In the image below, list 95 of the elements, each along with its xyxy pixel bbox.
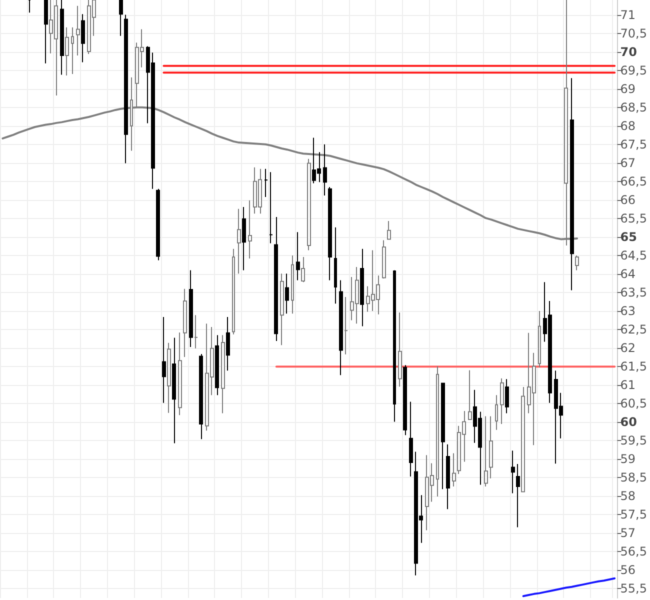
y-tick-label: 58,5 — [620, 470, 647, 485]
candlestick — [44, 0, 48, 64]
y-tick-label: 67 — [620, 156, 636, 170]
candlestick — [232, 248, 235, 335]
y-tick-label: 56,5 — [620, 544, 647, 559]
candlestick — [441, 382, 445, 490]
candlestick — [339, 280, 343, 376]
candlestick — [71, 26, 74, 75]
candlestick — [484, 416, 488, 488]
candlestick — [436, 366, 439, 498]
candlestick — [124, 14, 128, 164]
candlestick — [382, 240, 386, 279]
y-tick-label: 60 — [620, 415, 637, 430]
candlestick — [398, 312, 402, 388]
candlestick — [516, 463, 520, 528]
y-tick-label: 61,5 — [620, 360, 647, 374]
candlestick — [264, 168, 268, 198]
y-tick-label: 57 — [620, 526, 636, 540]
y-tick-label: 67,5 — [620, 137, 647, 152]
candlestick — [269, 172, 273, 244]
candlestick — [28, 0, 31, 14]
candlestick — [495, 394, 498, 430]
candlestick — [226, 316, 230, 372]
candlestick — [189, 270, 193, 348]
candlestick — [285, 273, 289, 314]
y-tick-label: 64,5 — [620, 248, 647, 262]
y-tick-label: 68 — [620, 118, 636, 133]
line-series — [522, 577, 616, 598]
candlestick — [178, 332, 182, 416]
candlestick — [65, 26, 69, 76]
candlestick — [360, 248, 364, 327]
candlestick — [119, 0, 123, 36]
candlestick — [446, 444, 450, 510]
y-tick-label: 62,5 — [620, 322, 647, 337]
y-tick-label: 69,5 — [620, 63, 647, 78]
candlestick — [280, 273, 284, 346]
y-tick-label: 60,5 — [620, 396, 647, 411]
candlestick — [538, 310, 541, 368]
candlestick — [409, 401, 413, 478]
candlestick — [76, 5, 80, 56]
candlestick — [387, 220, 391, 240]
y-tick-label: 70,5 — [620, 26, 647, 40]
candlestick — [575, 254, 579, 271]
candlestick — [307, 158, 311, 251]
candlestick — [500, 378, 504, 424]
candlestick — [344, 296, 348, 355]
candlestick — [248, 200, 252, 259]
candlestick — [301, 256, 305, 283]
candlestick — [328, 186, 332, 281]
candlestick — [60, 0, 64, 76]
candlestick — [242, 206, 246, 271]
y-tick-label: 55,5 — [620, 582, 647, 596]
y-tick-label: 69 — [620, 82, 636, 96]
candlestick — [403, 364, 407, 436]
y-tick-label: 58 — [620, 489, 636, 504]
y-tick-label: 71 — [620, 8, 636, 22]
y-tick-label: 65 — [620, 230, 637, 244]
candlestick — [183, 288, 187, 358]
y-tick-label: 57,5 — [620, 508, 647, 522]
y-tick-label: 63 — [620, 304, 636, 318]
candlestick — [221, 334, 225, 414]
y-tick-label: 56 — [620, 563, 636, 578]
y-tick-label: 61 — [620, 378, 636, 392]
candlestick — [570, 78, 574, 291]
candlestick — [334, 226, 337, 304]
y-tick-label: 66 — [620, 192, 636, 207]
candlestick — [521, 386, 525, 493]
candlestick — [291, 254, 294, 314]
y-tick-label: 68,5 — [620, 100, 647, 114]
candlestick — [167, 342, 171, 414]
candlestick — [237, 208, 241, 274]
candlestick — [162, 316, 166, 404]
y-tick-label: 70 — [620, 44, 637, 59]
candlestick — [468, 370, 472, 420]
candlestick — [194, 314, 198, 349]
y-tick-label: 66,5 — [620, 174, 647, 188]
candlestick — [172, 337, 176, 444]
candlestick — [81, 14, 85, 63]
candlestick — [489, 416, 493, 479]
candlestick — [505, 378, 509, 414]
y-tick-label: 59,5 — [620, 434, 647, 448]
y-tick-label: 62 — [620, 341, 636, 356]
y-tick-label: 59 — [620, 452, 636, 466]
y-tick-label: 64 — [620, 267, 636, 282]
candlestick — [323, 144, 327, 196]
candlestick — [215, 334, 219, 396]
y-tick-label: 65,5 — [620, 211, 647, 226]
candlestick — [452, 452, 456, 488]
candlestick — [511, 450, 515, 494]
candlestick — [296, 232, 300, 281]
y-tick-label: 63,5 — [620, 286, 647, 300]
candlestick — [199, 353, 203, 440]
candlestick — [274, 216, 278, 342]
candlestick — [393, 270, 396, 422]
candlestick — [156, 188, 160, 261]
